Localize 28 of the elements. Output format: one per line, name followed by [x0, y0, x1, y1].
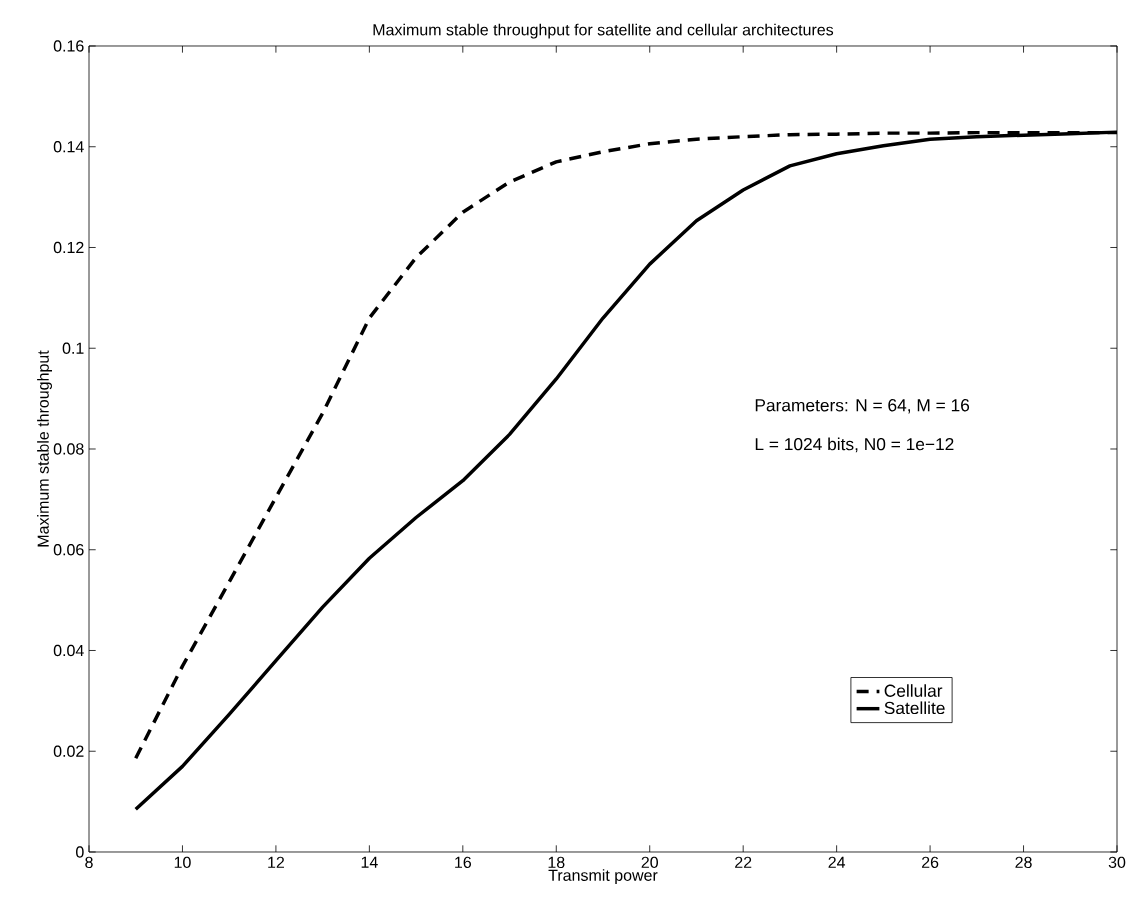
- y-tick-label: 0: [76, 846, 84, 858]
- x-tick-label: 18: [548, 856, 565, 869]
- legend-label: Cellular: [884, 684, 943, 697]
- annotation: Parameters: N = 64, M = 16: [755, 399, 970, 414]
- y-tick-label: 0.1: [62, 342, 84, 354]
- y-tick-label: 0.04: [53, 644, 84, 657]
- x-tick-label: 28: [1015, 856, 1032, 869]
- chart-title: Maximum stable throughput for satellite and cellular architectures: [373, 23, 834, 39]
- y-tick-label: 0.08: [53, 443, 84, 455]
- y-tick-label: 0.02: [53, 745, 84, 757]
- x-axis-title: Transmit power: [548, 869, 658, 885]
- x-tick-label: 10: [174, 856, 191, 869]
- annotation: L = 1024 bits, N0 = 1e−12: [755, 437, 954, 453]
- x-tick-label: 14: [361, 856, 378, 868]
- x-tick-label: 30: [1108, 856, 1126, 869]
- x-tick-label: 8: [85, 856, 93, 869]
- x-tick-label: 16: [455, 856, 472, 869]
- y-tick-label: 0.14: [53, 141, 84, 153]
- legend-label: Satellite: [884, 701, 945, 715]
- y-axis-title: Maximum stable throughput: [37, 350, 53, 547]
- x-tick-label: 22: [735, 856, 752, 868]
- y-tick-label: 0.12: [53, 241, 84, 254]
- x-tick-label: 24: [828, 856, 846, 868]
- x-tick-label: 12: [268, 856, 285, 868]
- y-tick-label: 0.06: [53, 544, 84, 556]
- x-tick-label: 26: [921, 856, 939, 869]
- y-tick-label: 0.16: [53, 40, 84, 52]
- x-tick-label: 20: [641, 856, 659, 869]
